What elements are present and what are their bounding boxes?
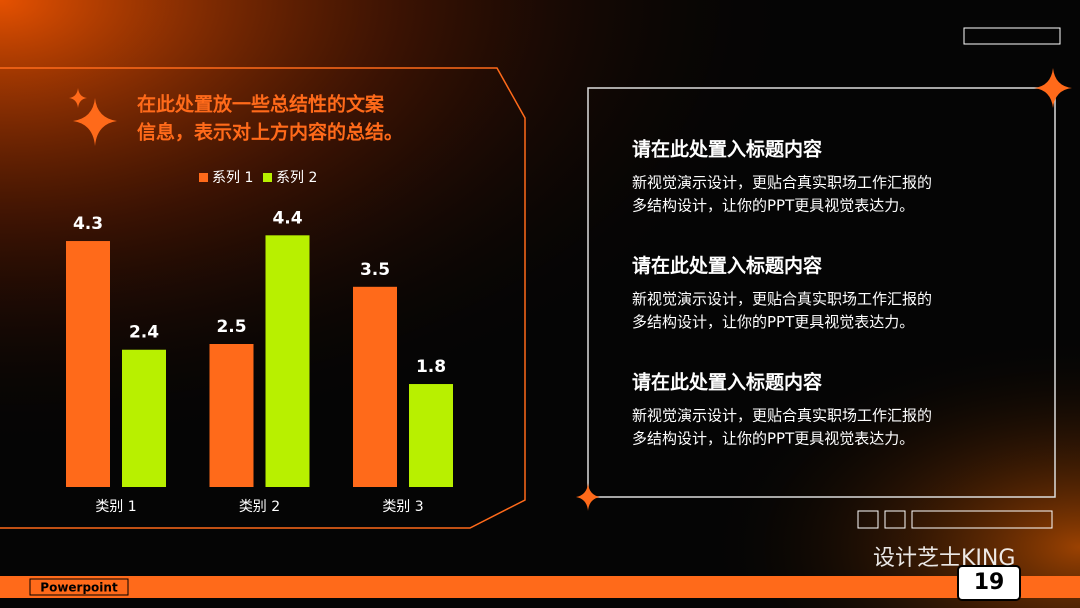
right-panel xyxy=(587,87,1056,498)
page-number: 19 xyxy=(974,570,1005,595)
sparkle xyxy=(73,98,117,146)
bar xyxy=(66,241,110,487)
barcode xyxy=(911,510,1053,529)
footer-brand: Powerpoint xyxy=(40,581,118,595)
x-tick-label: 类别 3 xyxy=(382,499,423,515)
bar xyxy=(353,286,397,487)
data-label: 2.4 xyxy=(129,323,159,343)
x-tick-label: 类别 2 xyxy=(239,499,280,515)
bar xyxy=(265,235,310,487)
section-title: 请在此处置入标题内容 xyxy=(632,371,822,394)
bar xyxy=(122,349,166,487)
sparkle xyxy=(69,88,87,108)
data-label: 4.3 xyxy=(73,214,103,234)
sparkle xyxy=(576,483,600,511)
data-label: 2.5 xyxy=(216,317,246,337)
left-panel xyxy=(0,67,526,529)
bar xyxy=(409,384,453,487)
section-body: 多结构设计，让你的PPT更具视觉表达力。 xyxy=(632,430,914,448)
section-body: 多结构设计，让你的PPT更具视觉表达力。 xyxy=(632,197,914,215)
legend-label: 系列 1 xyxy=(212,170,253,186)
footer-bar xyxy=(0,576,1080,598)
icon-box xyxy=(963,27,1061,45)
section-body: 新视觉演示设计，更贴合真实职场工作汇报的 xyxy=(632,407,932,425)
icon-box xyxy=(884,510,906,529)
watermark: 设计芝士KING xyxy=(873,546,1015,571)
legend-swatch xyxy=(199,173,208,182)
chart-title: 在此处置放一些总结性的文案 xyxy=(137,93,385,116)
section-title: 请在此处置入标题内容 xyxy=(632,254,822,277)
legend-label: 系列 2 xyxy=(276,170,317,186)
icon-box xyxy=(857,510,879,529)
data-label: 1.8 xyxy=(416,357,446,377)
section-body: 新视觉演示设计，更贴合真实职场工作汇报的 xyxy=(632,290,932,308)
chart-title: 信息，表示对上方内容的总结。 xyxy=(137,121,403,144)
bar xyxy=(209,344,254,487)
page-box xyxy=(957,565,1021,601)
brand-box xyxy=(29,578,129,596)
legend-swatch xyxy=(263,173,272,182)
data-label: 3.5 xyxy=(360,260,390,280)
x-tick-label: 类别 1 xyxy=(95,499,136,515)
section-body: 新视觉演示设计，更贴合真实职场工作汇报的 xyxy=(632,174,932,192)
section-body: 多结构设计，让你的PPT更具视觉表达力。 xyxy=(632,313,914,331)
section-title: 请在此处置入标题内容 xyxy=(632,138,822,161)
sparkle xyxy=(1034,68,1072,108)
data-label: 4.4 xyxy=(272,208,302,228)
